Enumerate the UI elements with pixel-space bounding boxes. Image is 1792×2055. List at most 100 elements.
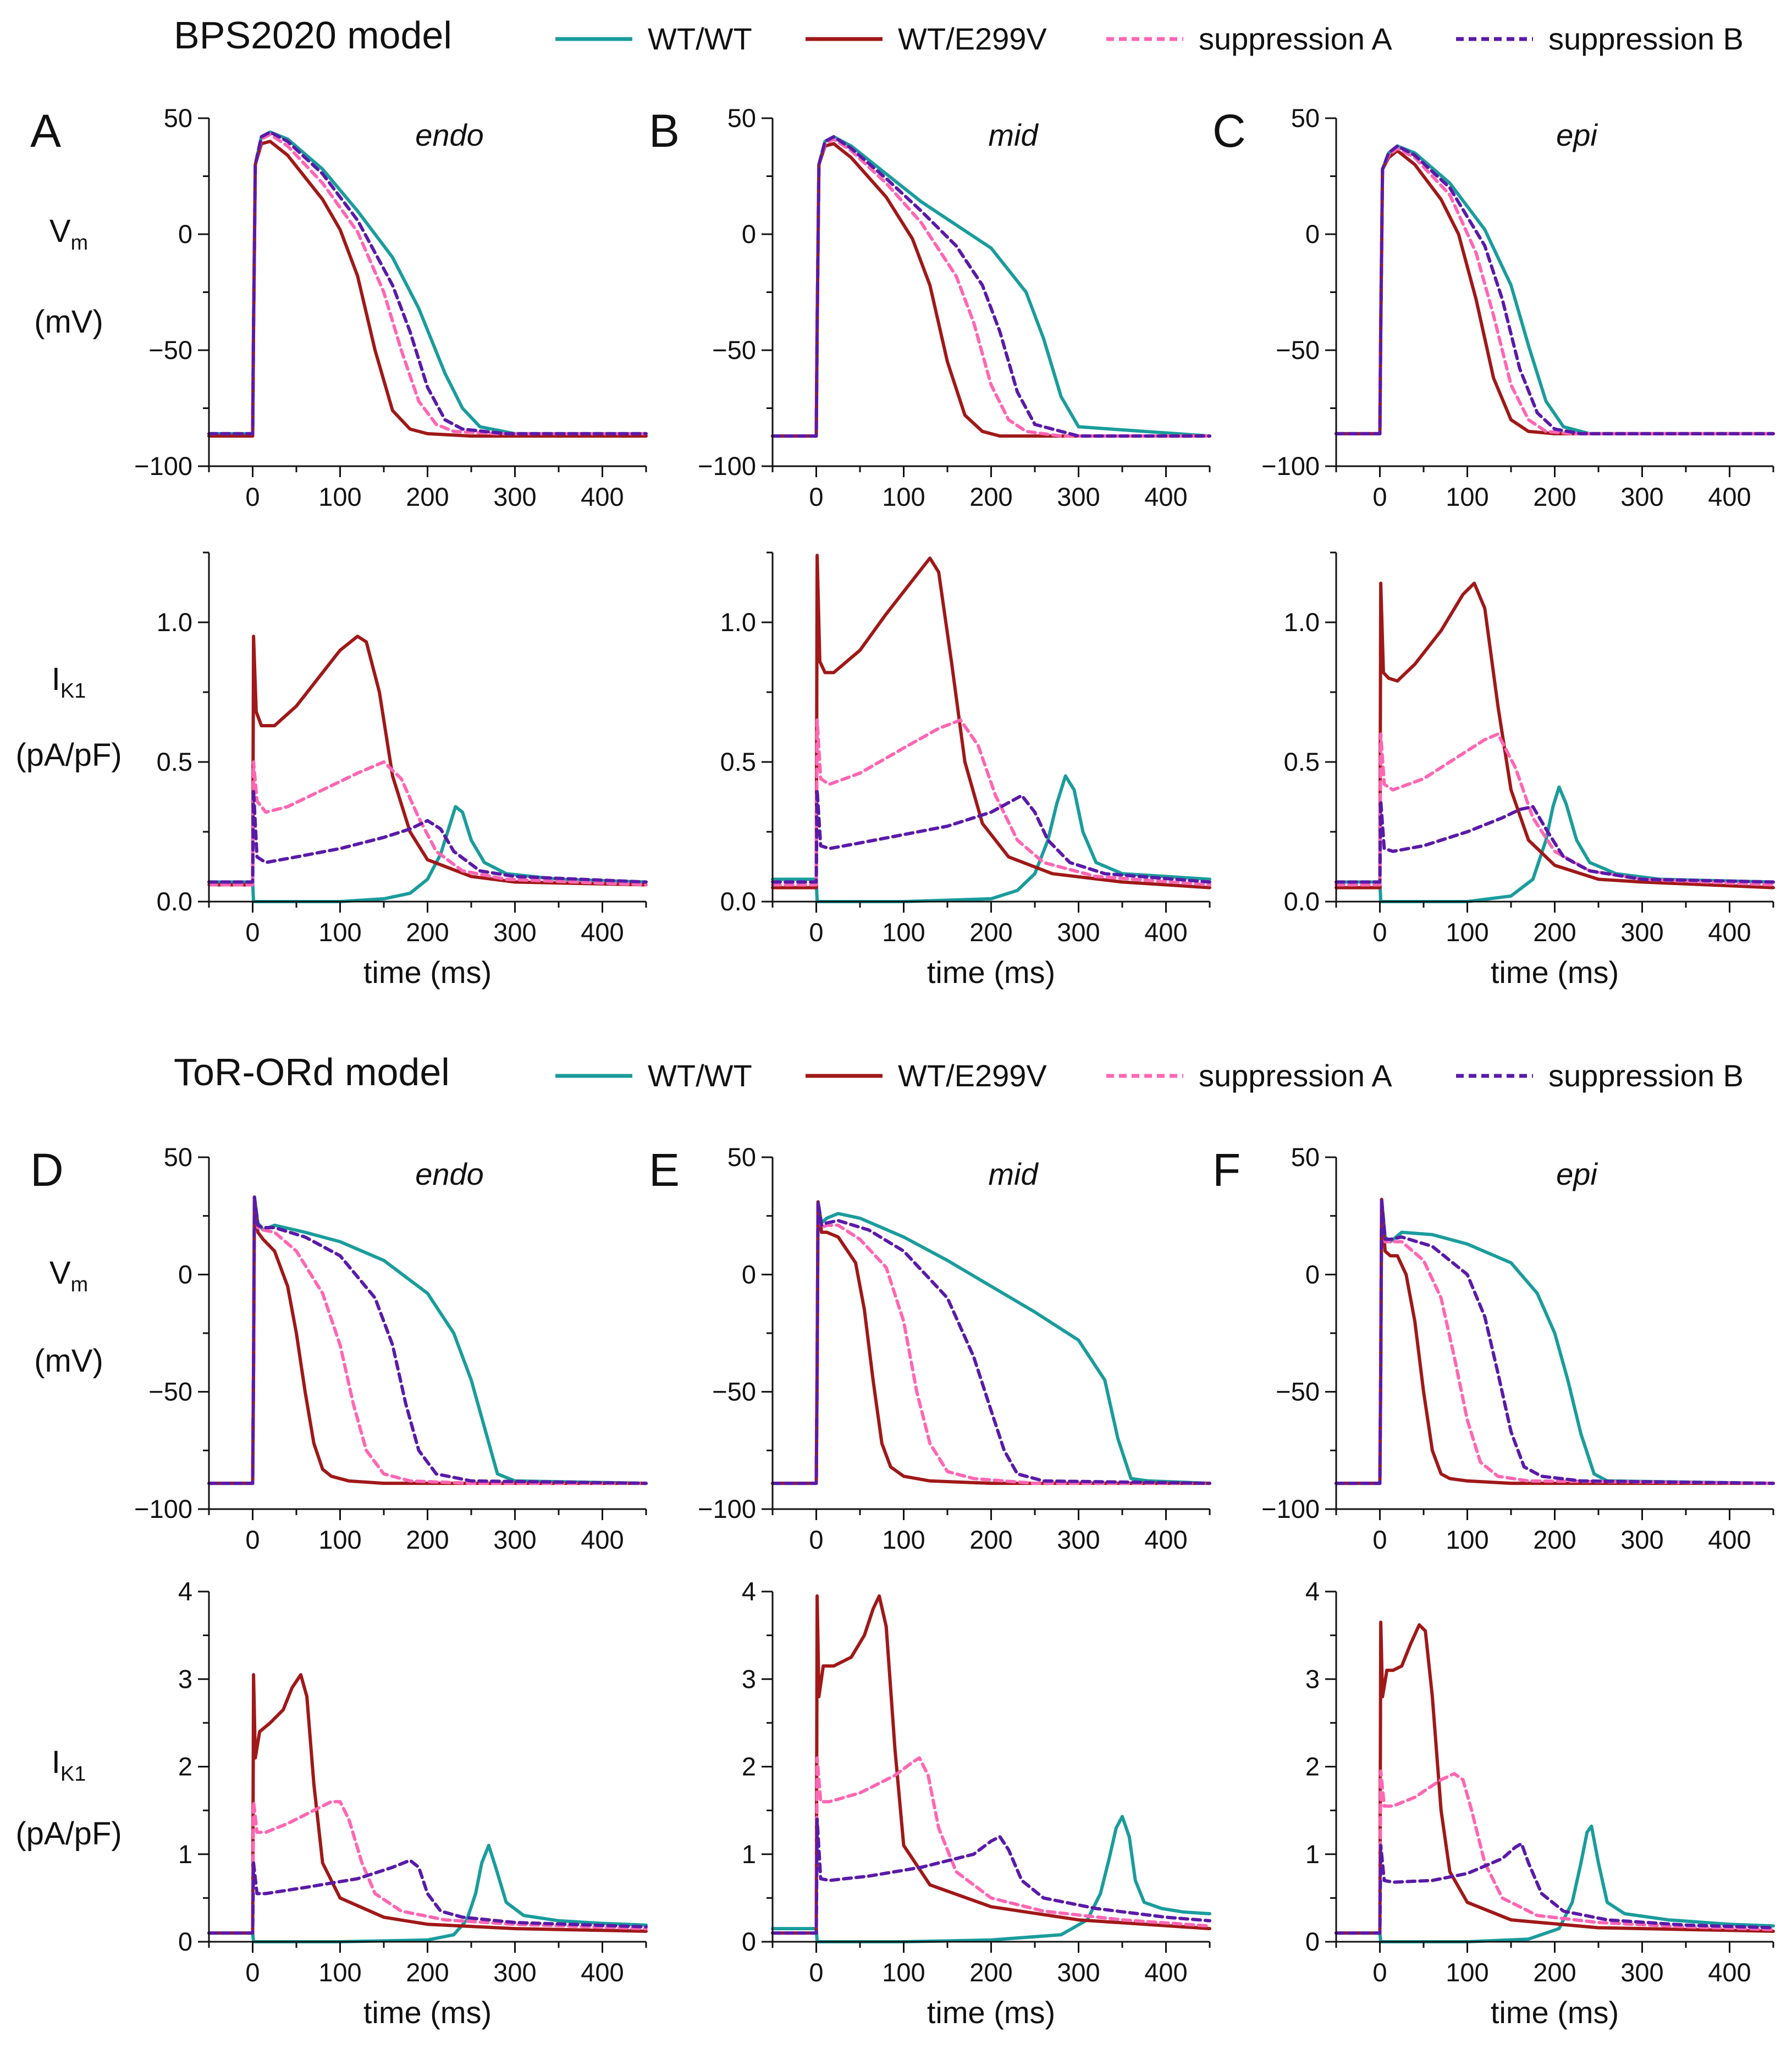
x-tick-label: 100 bbox=[318, 918, 361, 947]
x-tick-label: 400 bbox=[1708, 918, 1751, 947]
panel-letter-A: A bbox=[30, 105, 61, 157]
series-line-suppression-b bbox=[771, 1200, 1211, 1485]
x-tick-label: 100 bbox=[318, 1958, 361, 1987]
series-line-suppression-b bbox=[771, 135, 1211, 438]
series-line-suppression-b bbox=[207, 1858, 648, 1935]
series-line-wt-e299v bbox=[1335, 581, 1775, 890]
series-line-suppression-a bbox=[1335, 1769, 1775, 1935]
x-tick-label: 100 bbox=[882, 1958, 925, 1987]
x-tick-label: 0 bbox=[1372, 1525, 1387, 1554]
y-tick-label: 1.0 bbox=[720, 607, 756, 637]
series-line-suppression-a bbox=[771, 718, 1211, 887]
x-axis-title: time (ms) bbox=[363, 1995, 492, 2030]
x-tick-label: 400 bbox=[1144, 1958, 1187, 1987]
y-tick-label: 0 bbox=[1305, 1927, 1320, 1956]
x-tick-label: 0 bbox=[245, 918, 260, 947]
series-line-suppression-b bbox=[771, 1818, 1211, 1935]
y-tick-label: −100 bbox=[698, 1494, 756, 1523]
y-tick-label: 4 bbox=[178, 1577, 192, 1606]
y-tick-label: 4 bbox=[742, 1577, 756, 1606]
y-tick-label: 0 bbox=[1305, 219, 1320, 248]
x-tick-label: 300 bbox=[493, 1958, 536, 1987]
model-header-bps2020: BPS2020 model WT/WT WT/E299V suppression… bbox=[174, 14, 1744, 57]
y-tick-label: 50 bbox=[1291, 103, 1320, 132]
vm-unit-top: (mV) bbox=[34, 304, 103, 340]
series-line-suppression-a bbox=[771, 1756, 1211, 1935]
y-tick-label: 0.0 bbox=[157, 887, 192, 916]
x-tick-label: 0 bbox=[245, 482, 260, 511]
x-tick-label: 0 bbox=[1372, 482, 1387, 511]
x-tick-label: 0 bbox=[1372, 1958, 1387, 1987]
panel-letter-F: F bbox=[1212, 1144, 1240, 1196]
y-tick-label: 0.5 bbox=[720, 747, 756, 776]
series-line-suppression-b bbox=[1335, 144, 1775, 435]
y-tick-label: 0.0 bbox=[1284, 887, 1320, 916]
region-label-epi: epi bbox=[1556, 118, 1598, 152]
legend-label-suppression-a: suppression A bbox=[1199, 1058, 1392, 1093]
vm-unit-bottom: (mV) bbox=[34, 1343, 103, 1379]
panel-letter-D: D bbox=[30, 1144, 64, 1196]
y-tick-label: 0 bbox=[1305, 1259, 1320, 1289]
series-line-suppression-b bbox=[207, 1195, 648, 1485]
x-axis-title: time (ms) bbox=[363, 955, 492, 990]
x-tick-label: 200 bbox=[1533, 1525, 1576, 1554]
x-tick-label: 300 bbox=[1620, 1958, 1663, 1987]
y-tick-label: 50 bbox=[727, 103, 756, 132]
series-line-suppression-b bbox=[771, 788, 1211, 884]
y-tick-label: −50 bbox=[1276, 335, 1320, 364]
series-line-suppression-b bbox=[207, 788, 648, 884]
y-tick-label: 0.5 bbox=[1284, 747, 1320, 776]
vm-label-sub: m bbox=[71, 1273, 89, 1296]
y-tick-label: 3 bbox=[178, 1664, 192, 1693]
y-tick-label: −50 bbox=[1276, 1377, 1320, 1406]
x-tick-label: 300 bbox=[493, 482, 536, 511]
y-tick-label: 1 bbox=[1305, 1839, 1320, 1869]
x-tick-label: 300 bbox=[1057, 482, 1100, 511]
series-line-wt-e299v bbox=[771, 554, 1211, 890]
x-tick-label: 100 bbox=[1446, 918, 1488, 947]
y-tick-label: 50 bbox=[164, 1142, 192, 1172]
x-tick-label: 300 bbox=[493, 1525, 536, 1554]
panel-letter-C: C bbox=[1212, 105, 1246, 157]
x-tick-label: 300 bbox=[1620, 1525, 1663, 1554]
legend-label-wt-wt: WT/WT bbox=[648, 1058, 752, 1093]
panel-E-vm: 0 100 200 300 400 −100 −50 0 50 E mid bbox=[649, 1142, 1211, 1554]
ik1-unit-bottom: (pA/pF) bbox=[15, 1816, 122, 1852]
series-line-suppression-b bbox=[1335, 799, 1775, 884]
x-tick-label: 100 bbox=[882, 918, 925, 947]
y-tick-label: −100 bbox=[134, 451, 192, 480]
x-tick-label: 300 bbox=[1620, 918, 1663, 947]
y-tick-label: −100 bbox=[1261, 1494, 1320, 1523]
region-label-endo: endo bbox=[415, 1157, 484, 1191]
y-tick-label: 4 bbox=[1305, 1577, 1320, 1606]
series-line-suppression-a bbox=[207, 760, 648, 887]
x-tick-label: 300 bbox=[1620, 482, 1663, 511]
y-tick-label: 1.0 bbox=[157, 607, 192, 637]
x-tick-label: 0 bbox=[245, 1958, 260, 1987]
x-axis-title: time (ms) bbox=[927, 1995, 1055, 2030]
y-tick-label: 3 bbox=[1305, 1664, 1320, 1693]
y-tick-label: −50 bbox=[148, 335, 192, 364]
panel-letter-B: B bbox=[649, 105, 680, 157]
legend-label-wt-e299v: WT/E299V bbox=[898, 21, 1047, 56]
x-tick-label: 100 bbox=[1446, 482, 1488, 511]
panel-A-ik1: 0 100 200 300 400 0.0 0.5 1.0 time (ms) bbox=[157, 551, 648, 990]
vm-axis-label-top: Vm bbox=[49, 213, 88, 255]
x-tick-label: 100 bbox=[1446, 1958, 1488, 1987]
x-axis-title: time (ms) bbox=[1491, 955, 1619, 990]
x-tick-label: 200 bbox=[969, 1958, 1012, 1987]
y-tick-label: −50 bbox=[712, 335, 756, 364]
x-tick-label: 100 bbox=[882, 482, 925, 511]
vm-label-main: V bbox=[49, 1255, 71, 1291]
panel-D-ik1: 0 100 200 300 400 0 1 2 3 4 time (ms) bbox=[178, 1577, 648, 2030]
ik1-axis-label-bottom: IK1 bbox=[52, 1744, 86, 1786]
y-tick-label: 0 bbox=[742, 219, 756, 248]
series-line-wt-e299v bbox=[207, 1673, 648, 1935]
y-tick-label: −100 bbox=[698, 451, 756, 480]
y-tick-label: 2 bbox=[742, 1752, 756, 1781]
y-tick-label: 0 bbox=[742, 1259, 756, 1289]
x-tick-label: 400 bbox=[581, 1525, 624, 1554]
x-tick-label: 400 bbox=[1144, 482, 1187, 511]
